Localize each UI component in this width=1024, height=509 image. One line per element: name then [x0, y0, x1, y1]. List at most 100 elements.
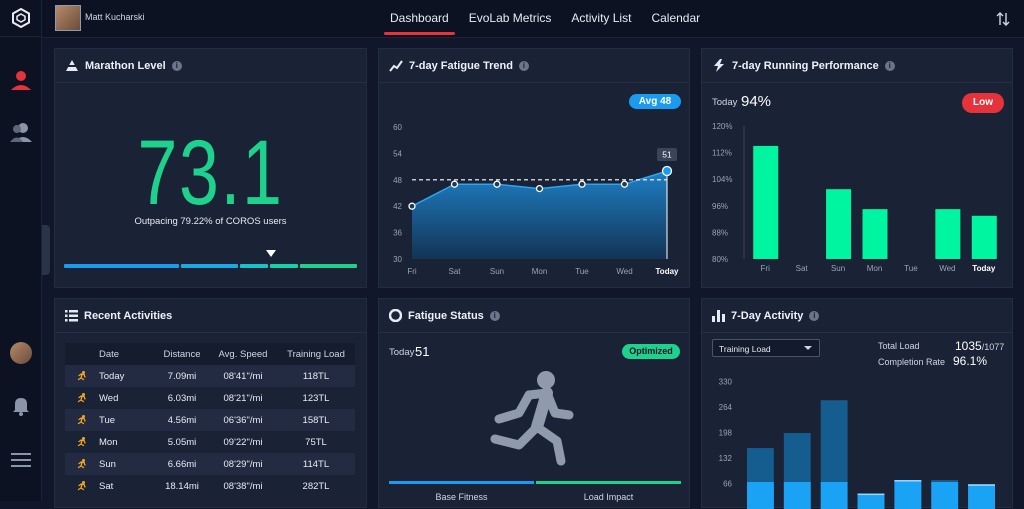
table-row[interactable]: Sat 18.14mi 08'38"/mi 282TL — [65, 475, 355, 497]
bar-chart-icon — [712, 309, 725, 322]
card-header: Fatigue Status i — [379, 299, 689, 333]
table-row[interactable]: Wed 6.03mi 08'21"/mi 123TL — [65, 387, 355, 409]
coros-logo-icon[interactable] — [11, 8, 31, 28]
cell-load: 75TL — [305, 436, 327, 448]
level-bar — [64, 264, 357, 268]
activity-bar-base — [783, 482, 811, 509]
cell-load: 282TL — [302, 480, 330, 492]
performance-value: 94% — [741, 93, 772, 110]
level-bar-segment — [270, 264, 298, 268]
cell-date: Wed — [99, 392, 119, 404]
activities-table: Date Distance Avg. Speed Training Load T… — [65, 343, 355, 497]
cell-speed: 08'41"/mi — [223, 370, 263, 382]
profile-icon[interactable] — [9, 68, 33, 92]
user-name: Matt Kucharski — [85, 12, 145, 22]
y-tick-label: 48 — [393, 176, 402, 185]
cell-speed: 08'29"/mi — [223, 458, 263, 470]
table-row[interactable]: Today 7.09mi 08'41"/mi 118TL — [65, 365, 355, 387]
cone-icon — [66, 59, 78, 71]
trend-icon — [389, 59, 403, 72]
y-tick-label: 54 — [393, 149, 402, 158]
cell-distance: 18.14mi — [165, 480, 199, 492]
rail-expand-handle[interactable] — [42, 225, 50, 275]
card-title: Fatigue Status — [408, 309, 484, 322]
marathon-level-value: 73.1 — [137, 122, 284, 224]
x-tick-label: Sat — [796, 264, 809, 273]
data-point — [450, 180, 459, 188]
level-bar-segment — [64, 264, 179, 268]
y-tick-label: 80% — [712, 255, 728, 264]
cell-distance: 6.66mi — [167, 458, 197, 470]
today-label: Today — [712, 97, 738, 108]
cell-date: Tue — [99, 414, 116, 426]
data-point — [493, 180, 501, 188]
card-header: 7-day Running Performance i — [702, 49, 1012, 83]
data-point — [578, 180, 586, 188]
fatigue-trend-chart: 30 36 42 48 54 60 51 Fri Sat Sun Mon Tue Wed Today — [393, 123, 679, 276]
card-header: Marathon Level i — [55, 49, 366, 83]
x-tick-label: Mon — [867, 264, 883, 273]
performance-bar — [826, 189, 852, 259]
users-icon[interactable] — [9, 120, 33, 144]
user-avatar[interactable] — [55, 5, 81, 31]
performance-bar — [971, 215, 997, 259]
info-icon[interactable]: i — [171, 60, 182, 71]
base-fitness-bar — [389, 481, 534, 484]
header-date: Date — [99, 348, 120, 360]
table-row[interactable]: Sun 6.66mi 08'29"/mi 114TL — [65, 453, 355, 475]
seven-day-activity-card: 7-Day Activity i Training Load Total Loa… — [701, 298, 1013, 509]
metric-select[interactable]: Training Load — [712, 339, 820, 357]
level-marker — [265, 250, 276, 257]
total-load-label: Total Load — [878, 341, 920, 351]
bell-icon[interactable] — [9, 393, 33, 417]
avatar[interactable] — [10, 342, 32, 364]
performance-bar — [862, 209, 888, 259]
info-icon[interactable]: i — [884, 60, 895, 71]
activity-bar-base — [931, 482, 959, 509]
completion-rate-label: Completion Rate — [878, 357, 946, 367]
fatigue-trend-card: 7-day Fatigue Trend i Avg 48 30 36 42 48 54 6… — [378, 48, 690, 288]
info-icon[interactable]: i — [809, 310, 820, 321]
x-tick-label: Mon — [532, 267, 548, 276]
tab-activity-list[interactable]: Activity List — [571, 11, 632, 25]
data-point — [535, 184, 544, 193]
x-tick-label: Wed — [616, 267, 632, 276]
total-load-target: /1077 — [981, 342, 1005, 352]
tab-calendar[interactable]: Calendar — [651, 11, 701, 25]
y-tick-label: 120% — [712, 122, 732, 131]
card-title: 7-day Running Performance — [732, 59, 879, 72]
card-header: Recent Activities — [55, 299, 366, 333]
y-tick-label: 96% — [712, 202, 728, 211]
cell-speed: 08'38"/mi — [223, 480, 263, 492]
info-icon[interactable]: i — [489, 310, 500, 321]
fatigue-value: 51 — [415, 344, 430, 359]
table-row[interactable]: Tue 4.56mi 06'36"/mi 158TL — [65, 409, 355, 431]
completion-rate-value: 96.1% — [953, 354, 988, 368]
cell-speed: 09'22"/mi — [223, 436, 263, 448]
activity-bar-base — [894, 480, 922, 509]
y-tick-label: 330 — [719, 378, 733, 387]
cell-distance: 6.03mi — [167, 392, 197, 404]
cell-distance: 5.05mi — [167, 436, 197, 448]
seven-day-activity-chart: 66 132 198 264 330 — [719, 378, 995, 509]
activity-bar-base — [747, 482, 774, 509]
activity-bar-cap — [894, 480, 922, 482]
cell-load: 114TL — [302, 458, 330, 470]
cell-speed: 08'21"/mi — [223, 392, 263, 404]
cell-date: Mon — [99, 436, 118, 448]
activity-bar-base — [968, 484, 995, 509]
cell-distance: 4.56mi — [167, 414, 197, 426]
level-bar-segment — [181, 264, 238, 268]
level-bar-segment — [300, 264, 357, 268]
x-tick-label: Sat — [448, 267, 461, 276]
menu-icon[interactable] — [9, 448, 33, 472]
lightning-icon — [714, 59, 724, 72]
table-row[interactable]: Mon 5.05mi 09'22"/mi 75TL — [65, 431, 355, 453]
sort-icon[interactable] — [996, 11, 1010, 27]
tab-dashboard[interactable]: Dashboard — [380, 0, 459, 38]
y-tick-label: 36 — [393, 229, 402, 238]
legend-load-impact: Load Impact — [583, 492, 634, 502]
tab-evolab-metrics[interactable]: EvoLab Metrics — [468, 11, 552, 25]
runner-icon — [490, 371, 574, 466]
info-icon[interactable]: i — [518, 60, 529, 71]
